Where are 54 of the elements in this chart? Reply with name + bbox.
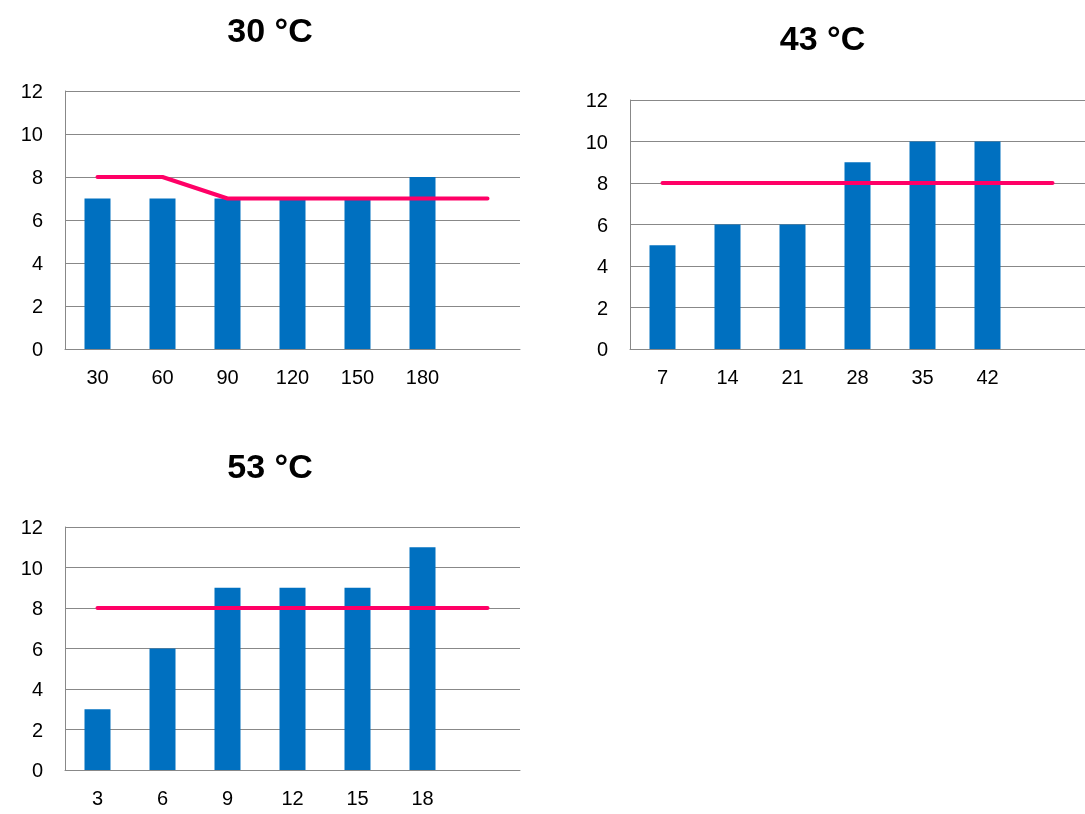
bar xyxy=(974,141,1001,349)
y-tick-label: 8 xyxy=(31,166,43,188)
x-tick-label: 60 xyxy=(151,366,174,388)
y-tick-label: 6 xyxy=(31,209,43,231)
x-tick-label: 6 xyxy=(156,787,169,809)
bar xyxy=(909,141,936,349)
x-tick-label: 9 xyxy=(221,787,234,809)
bar xyxy=(409,547,436,770)
chart-title: 53 °C xyxy=(227,447,313,485)
y-tick-label: 2 xyxy=(596,296,608,319)
x-tick-label: 15 xyxy=(346,787,369,809)
x-tick-label: 12 xyxy=(281,787,304,809)
y-tick-label: 10 xyxy=(585,130,608,153)
x-tick-label: 18 xyxy=(411,787,434,809)
y-tick-label: 4 xyxy=(596,255,608,277)
bar xyxy=(149,648,176,770)
y-tick-label: 4 xyxy=(31,678,43,700)
bar xyxy=(214,587,241,770)
bar xyxy=(279,587,306,770)
x-tick-label: 120 xyxy=(275,366,310,388)
x-tick-label: 180 xyxy=(405,366,440,388)
y-tick-label: 6 xyxy=(596,213,608,236)
chart-title: 43 °C xyxy=(779,19,866,57)
bar xyxy=(84,709,111,770)
x-tick-label: 42 xyxy=(976,366,999,388)
bar xyxy=(714,224,741,349)
x-tick-label: 150 xyxy=(340,366,375,388)
x-tick-label: 90 xyxy=(216,366,239,388)
y-tick-label: 4 xyxy=(31,252,43,274)
x-tick-label: 14 xyxy=(716,366,739,388)
bar xyxy=(844,162,871,349)
y-tick-label: 2 xyxy=(31,718,43,741)
x-tick-label: 30 xyxy=(86,366,109,388)
y-tick-label: 0 xyxy=(31,759,43,781)
y-tick-label: 8 xyxy=(31,597,43,619)
x-tick-label: 28 xyxy=(846,366,869,388)
x-tick-label: 3 xyxy=(91,787,104,809)
bar xyxy=(649,245,676,349)
x-tick-label: 7 xyxy=(656,366,669,388)
bar xyxy=(344,587,371,770)
y-tick-label: 8 xyxy=(596,172,608,194)
y-tick-label: 6 xyxy=(31,637,43,660)
y-tick-label: 0 xyxy=(596,338,608,360)
x-tick-label: 35 xyxy=(911,366,934,388)
y-tick-label: 10 xyxy=(20,123,43,145)
y-tick-label: 12 xyxy=(20,516,43,538)
bar xyxy=(779,224,806,349)
x-tick-label: 21 xyxy=(781,366,804,388)
y-tick-label: 2 xyxy=(31,295,43,317)
y-tick-label: 12 xyxy=(585,89,608,111)
y-tick-label: 0 xyxy=(31,338,43,360)
y-tick-label: 10 xyxy=(20,556,43,579)
chart-title: 30 °C xyxy=(227,11,313,49)
y-tick-label: 12 xyxy=(20,80,43,102)
